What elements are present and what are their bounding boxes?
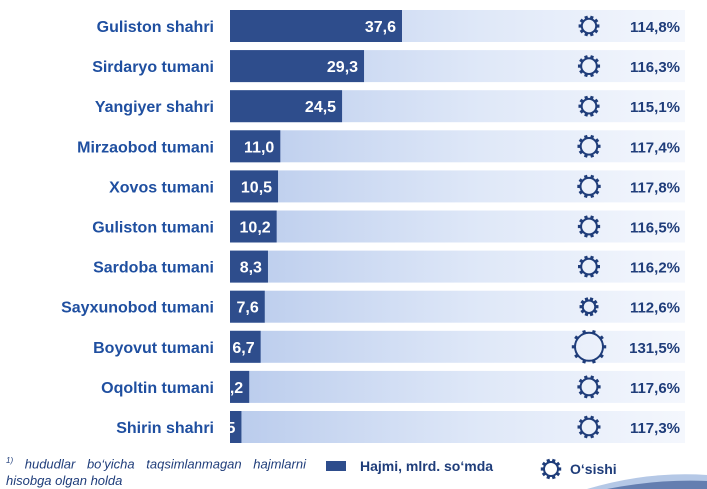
bar-track [230, 411, 685, 443]
footnote: 1) hududlar bo‘yicha taqsimlanmagan hajm… [6, 452, 306, 489]
chart-row: Boyovut tumani 6,7 131,5% [93, 329, 685, 364]
bar-track [230, 370, 685, 403]
volume-bar [230, 370, 250, 403]
growth-gear-icon [578, 95, 600, 117]
volume-value-label: 29,3 [327, 59, 358, 76]
legend-growth: O‘sishi [540, 458, 617, 480]
bar-track [230, 210, 685, 243]
growth-gear-icon [579, 297, 599, 317]
chart-row: Shirin shahri 2,5 117,3% [116, 411, 685, 443]
footnote-marker: 1) [6, 456, 14, 465]
bar-track [230, 330, 685, 363]
legend-volume: Hajmi, mlrd. so‘mda [326, 458, 493, 474]
volume-value-label: 10,5 [241, 179, 272, 196]
category-label: Mirzaobod tumani [77, 139, 214, 156]
volume-value-label: 24,5 [305, 99, 336, 116]
chart-row: Xovos tumani 10,5 117,8% [109, 170, 685, 203]
growth-value-label: 117,8% [630, 179, 680, 196]
category-label: Sardoba tumani [93, 260, 214, 277]
growth-gear-icon [577, 55, 601, 78]
growth-value-label: 114,8% [630, 19, 680, 36]
volume-value-label: 4,2 [221, 380, 243, 397]
volume-bar [230, 170, 279, 203]
growth-value-label: 117,6% [630, 380, 680, 397]
growth-value-label: 116,5% [630, 220, 680, 237]
volume-bar [230, 10, 402, 42]
volume-bar [230, 330, 261, 363]
growth-gear-icon [577, 134, 601, 158]
volume-bar [230, 290, 265, 323]
chart-row: Guliston tumani 10,2 116,5% [92, 210, 685, 243]
category-label: Oqoltin tumani [101, 380, 214, 397]
category-label: Sayxunobod tumani [61, 300, 214, 317]
growth-gear-icon [571, 329, 607, 364]
category-label: Shirin shahri [116, 420, 214, 437]
chart-row: Guliston shahri 37,6 114,8% [97, 10, 685, 42]
growth-gear-icon [577, 215, 601, 238]
legend-growth-label: O‘sishi [570, 461, 617, 477]
volume-value-label: 2,5 [213, 420, 235, 437]
volume-value-label: 37,6 [365, 19, 396, 36]
growth-gear-icon [577, 415, 601, 439]
volume-bar [230, 50, 365, 83]
chart-row: Sayxunobod tumani 7,6 112,6% [61, 290, 685, 323]
growth-value-label: 117,3% [630, 420, 680, 437]
growth-gear-icon [577, 174, 601, 199]
chart-row: Sirdaryo tumani 29,3 116,3% [92, 50, 685, 83]
legend-volume-label: Hajmi, mlrd. so‘mda [360, 458, 494, 474]
volume-value-label: 8,3 [240, 260, 262, 277]
volume-value-label: 10,2 [240, 220, 271, 237]
bar-track [230, 290, 685, 323]
chart-row: Yangiyer shahri 24,5 115,1% [95, 90, 685, 123]
legend-volume-swatch [326, 461, 346, 471]
volume-bar [230, 210, 277, 243]
category-label: Boyovut tumani [93, 340, 214, 357]
category-label: Sirdaryo tumani [92, 59, 214, 76]
volume-value-label: 7,6 [237, 300, 259, 317]
bar-chart: Guliston shahri 37,6 114,8% Sirdaryo tumani… [61, 10, 685, 443]
legend-gear-shape [540, 458, 562, 480]
category-label: Yangiyer shahri [95, 99, 214, 116]
growth-value-label: 112,6% [630, 300, 680, 317]
growth-gear-icon [578, 15, 600, 37]
chart-row: Mirzaobod tumani 11,0 117,4% [77, 130, 685, 163]
growth-value-label: 131,5% [629, 340, 680, 357]
chart-row: Sardoba tumani 8,3 116,2% [93, 250, 685, 283]
chart-row: Oqoltin tumani 4,2 117,6% [101, 370, 685, 403]
category-label: Guliston tumani [92, 220, 214, 237]
bar-track [230, 250, 685, 283]
growth-value-label: 117,4% [630, 139, 680, 156]
growth-value-label: 116,3% [630, 59, 680, 76]
volume-value-label: 11,0 [244, 139, 274, 156]
volume-bar [230, 130, 281, 163]
growth-gear-icon [577, 375, 601, 399]
volume-value-label: 6,7 [232, 340, 254, 357]
growth-value-label: 115,1% [630, 99, 680, 116]
growth-gear-icon [577, 255, 601, 278]
volume-bar [230, 90, 343, 123]
decorative-wave [587, 474, 707, 489]
gear-icon [540, 458, 562, 480]
category-label: Guliston shahri [97, 19, 214, 36]
volume-bar [230, 411, 242, 443]
footnote-text: hududlar bo‘yicha taqsimlanmagan hajmlar… [6, 456, 306, 489]
bar-track [230, 170, 685, 203]
bar-track [230, 130, 685, 163]
volume-bar [230, 250, 268, 283]
growth-value-label: 116,2% [630, 260, 680, 277]
category-label: Xovos tumani [109, 179, 214, 196]
